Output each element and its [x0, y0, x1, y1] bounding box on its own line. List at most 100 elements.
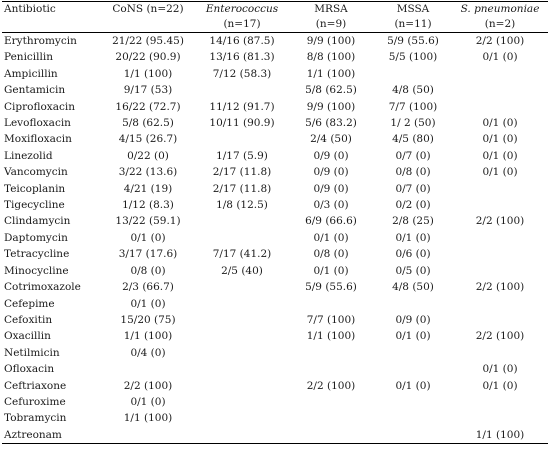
cons-cell: 1/1 (100) — [123, 412, 173, 425]
mrsa-cell: 5/6 (83.2) — [305, 117, 357, 130]
antibiotic-name-cell: Cefuroxime — [4, 395, 66, 408]
enterococcus-cell — [196, 378, 288, 394]
table-row: Penicillin 20/22 (90.9) 13/16 (81.3) 8/8 (1… — [2, 49, 548, 65]
cons-cell: 2/2 (100) — [123, 379, 173, 392]
table-body: Erythromycin 21/22 (95.45) 14/16 (87.5) 9/9… — [2, 33, 548, 445]
mssa-cell — [374, 296, 452, 312]
mssa-cell: 0/7 (0) — [395, 182, 431, 195]
header-enterococcus-count: (n=17) — [196, 17, 288, 33]
antibiotic-name-cell: Tetracycline — [4, 248, 70, 261]
mrsa-cell: 9/9 (100) — [306, 100, 356, 113]
mrsa-cell: 2/2 (100) — [306, 379, 356, 392]
s-pneumoniae-cell: 0/1 (0) — [482, 51, 518, 64]
antibiotic-name-cell: Erythromycin — [4, 35, 77, 47]
mrsa-cell: 2/4 (50) — [310, 133, 352, 146]
cons-cell — [100, 426, 196, 445]
antibiotic-name-cell: Vancomycin — [4, 166, 68, 179]
mrsa-cell: 0/9 (0) — [313, 149, 349, 162]
mrsa-cell: 1/1 (100) — [306, 330, 356, 343]
table-row: Cefepime 0/1 (0) — [2, 296, 548, 312]
mrsa-cell: 1/1 (100) — [306, 67, 356, 80]
cons-cell: 0/8 (0) — [130, 264, 166, 277]
s-pneumoniae-cell: 2/2 (100) — [475, 35, 525, 47]
header-enterococcus: Enterococcus — [196, 1, 288, 17]
s-pneumoniae-cell — [452, 197, 548, 213]
mssa-cell: 7/7 (100) — [388, 100, 438, 113]
cons-cell: 3/22 (13.6) — [118, 166, 178, 179]
header-cons: CoNS (n=22) — [100, 1, 196, 17]
table-row: Erythromycin 21/22 (95.45) 14/16 (87.5) 9/9… — [2, 33, 548, 50]
antibiotic-name-cell: Ampicillin — [4, 67, 58, 80]
antibiotic-name-cell: Netilmicin — [4, 346, 60, 359]
antibiotic-name-cell: Minocycline — [4, 264, 69, 277]
s-pneumoniae-cell: 0/1 (0) — [482, 166, 518, 179]
mrsa-cell — [288, 296, 374, 312]
table-row: Clindamycin 13/22 (59.1) 6/9 (66.6) 2/8 (25… — [2, 213, 548, 229]
mrsa-cell — [288, 426, 374, 445]
s-pneumoniae-cell — [452, 296, 548, 312]
mrsa-cell — [288, 410, 374, 426]
table-row: Tobramycin 1/1 (100) — [2, 410, 548, 426]
mssa-cell: 0/8 (0) — [395, 166, 431, 179]
enterococcus-cell: 2/17 (11.8) — [212, 182, 272, 195]
mssa-cell: 4/8 (50) — [392, 84, 434, 97]
mssa-cell: 4/5 (80) — [392, 133, 434, 146]
s-pneumoniae-cell: 0/1 (0) — [482, 117, 518, 130]
cons-cell: 13/22 (59.1) — [115, 215, 181, 228]
cons-cell: 20/22 (90.9) — [115, 51, 181, 64]
antibiotic-name-cell: Tobramycin — [4, 412, 67, 425]
header-s-pneumoniae: S. pneumoniae — [452, 1, 548, 17]
table-row: Vancomycin 3/22 (13.6) 2/17 (11.8) 0/9 (0) 0… — [2, 164, 548, 180]
s-pneumoniae-cell: 2/2 (100) — [475, 281, 525, 294]
mssa-cell: 0/5 (0) — [395, 264, 431, 277]
s-pneumoniae-cell: 0/1 (0) — [482, 149, 518, 162]
s-pneumoniae-cell — [452, 394, 548, 410]
table-header: Antibiotic CoNS (n=22) Enterococcus MRSA… — [2, 1, 548, 33]
mrsa-cell: 9/9 (100) — [306, 35, 356, 47]
enterococcus-cell: 11/12 (91.7) — [209, 100, 275, 113]
mssa-cell: 1/ 2 (50) — [390, 117, 436, 130]
enterococcus-cell: 1/8 (12.5) — [216, 199, 268, 212]
mrsa-cell: 5/8 (62.5) — [305, 84, 357, 97]
antibiotic-name-cell: Daptomycin — [4, 231, 68, 244]
mssa-cell: 0/6 (0) — [395, 248, 431, 261]
s-pneumoniae-cell — [452, 263, 548, 279]
mrsa-cell: 0/9 (0) — [313, 166, 349, 179]
s-pneumoniae-cell: 1/1 (100) — [452, 426, 548, 445]
table-row: Ceftriaxone 2/2 (100) 2/2 (100) 0/1 (0) 0/1 … — [2, 378, 548, 394]
s-pneumoniae-cell: 0/1 (0) — [482, 133, 518, 146]
cons-cell: 15/20 (75) — [120, 313, 176, 326]
enterococcus-cell — [196, 361, 288, 377]
enterococcus-cell: 7/17 (41.2) — [212, 248, 272, 261]
header-antibiotic: Antibiotic — [2, 1, 100, 17]
mssa-cell: 2/8 (25) — [392, 215, 434, 228]
antibiotic-name-cell: Ceftriaxone — [4, 379, 67, 392]
header-mssa: MSSA — [374, 1, 452, 17]
antibiotic-name-cell: Teicoplanin — [4, 182, 66, 195]
mssa-cell: 0/2 (0) — [395, 199, 431, 212]
s-pneumoniae-cell: 0/1 (0) — [482, 363, 518, 376]
table-row: Cefoxitin 15/20 (75) 7/7 (100) 0/9 (0) — [2, 312, 548, 328]
antibiotic-susceptibility-table: Antibiotic CoNS (n=22) Enterococcus MRSA… — [2, 1, 548, 445]
cons-cell: 0/1 (0) — [130, 297, 166, 310]
table-row: Gentamicin 9/17 (53) 5/8 (62.5) 4/8 (50) — [2, 82, 548, 98]
mssa-cell — [374, 361, 452, 377]
mrsa-cell: 5/9 (55.6) — [305, 281, 357, 294]
antibiotic-name-cell: Oxacillin — [4, 330, 51, 343]
mrsa-cell: 0/8 (0) — [313, 248, 349, 261]
enterococcus-cell — [196, 296, 288, 312]
s-pneumoniae-cell — [452, 181, 548, 197]
enterococcus-cell — [196, 345, 288, 361]
table-row: Linezolid 0/22 (0) 1/17 (5.9) 0/9 (0) 0/7 (0… — [2, 148, 548, 164]
enterococcus-cell — [196, 426, 288, 445]
cons-cell: 21/22 (95.45) — [112, 35, 184, 47]
enterococcus-cell: 14/16 (87.5) — [209, 35, 275, 47]
antibiotic-name-cell: Clindamycin — [4, 215, 71, 228]
s-pneumoniae-cell — [452, 82, 548, 98]
mrsa-cell: 8/8 (100) — [306, 51, 356, 64]
antibiotic-name-cell: Cefepime — [4, 297, 55, 310]
enterococcus-cell — [196, 131, 288, 147]
cons-cell: 0/4 (0) — [130, 346, 166, 359]
header-cons-sub — [100, 17, 196, 33]
header-row-1: Antibiotic CoNS (n=22) Enterococcus MRSA… — [2, 1, 548, 17]
